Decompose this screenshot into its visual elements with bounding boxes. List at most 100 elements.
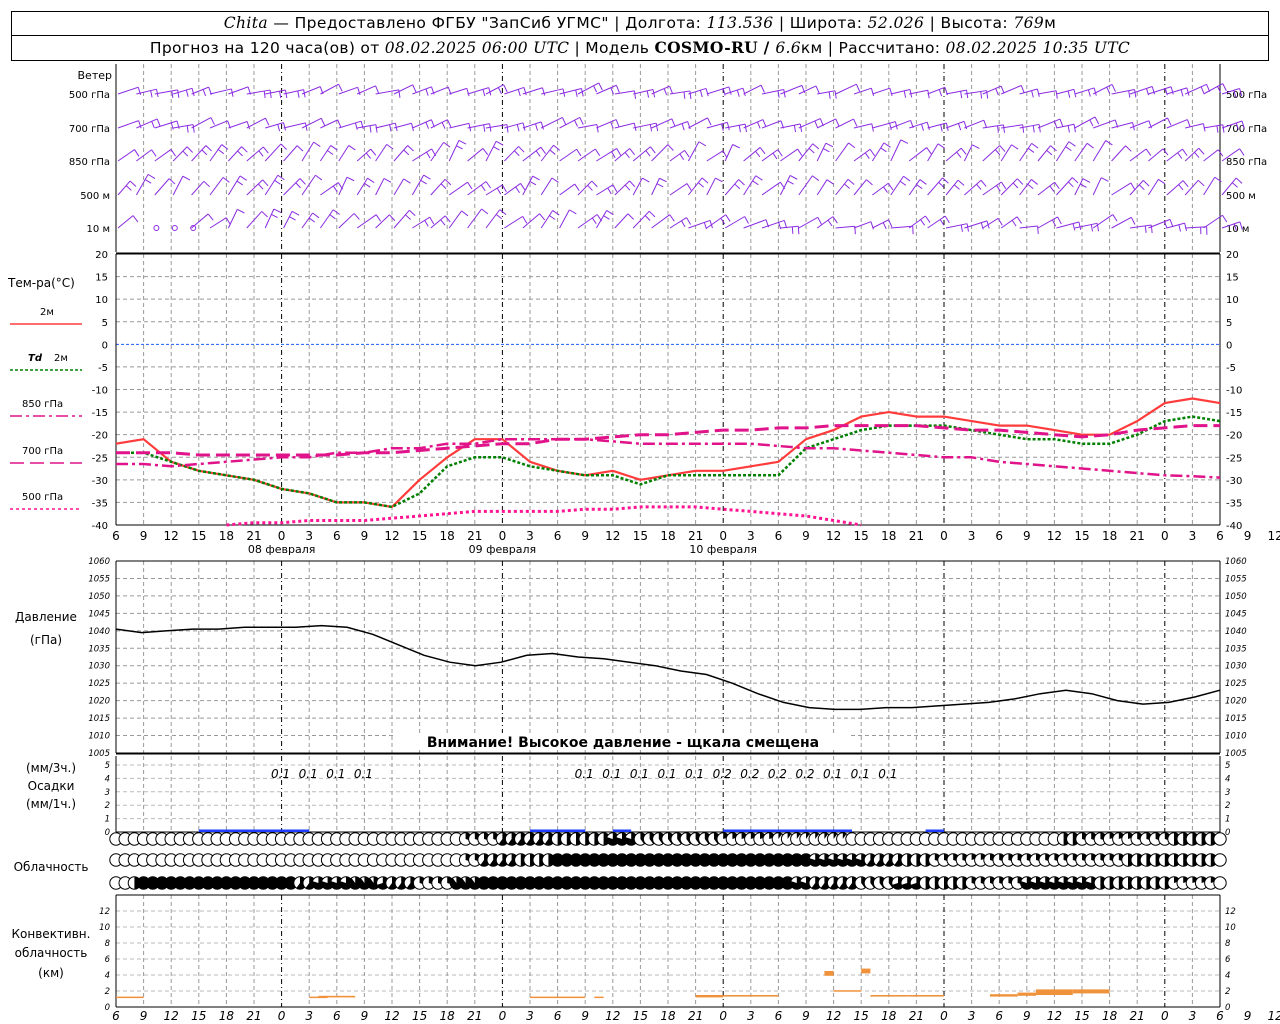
wind-flag <box>271 214 278 219</box>
conv-tick-right: 10 <box>1225 923 1236 933</box>
wind-barb <box>1019 123 1040 129</box>
wind-flag <box>669 86 674 94</box>
wind-flag <box>1032 125 1035 133</box>
wind-flag <box>732 144 741 149</box>
wind-barb <box>1037 145 1051 162</box>
wind-flag <box>594 148 601 156</box>
wind-flag <box>1016 178 1024 185</box>
wind-flag <box>999 145 1006 152</box>
wind-barb <box>1037 216 1058 229</box>
wind-flag <box>1027 183 1034 189</box>
calm-circle <box>171 225 178 231</box>
wind-flag <box>1071 177 1079 184</box>
wind-barb <box>1166 222 1185 229</box>
wind-flag <box>603 215 610 220</box>
wind-flag <box>656 183 664 188</box>
wind-flag <box>456 145 463 150</box>
cloud-fill <box>698 853 711 867</box>
wind-flag <box>1231 182 1238 188</box>
wind-flag <box>182 175 191 181</box>
wind-barb <box>504 183 521 196</box>
x-tick-label: 9 <box>1244 529 1252 543</box>
cloud-fill <box>1075 876 1089 890</box>
wind-barb <box>154 178 170 196</box>
wind-flag <box>939 219 945 226</box>
wind-barb <box>283 178 301 196</box>
temp-tick-left: 20 <box>95 250 108 261</box>
precip-value: 0.1 <box>685 767 704 781</box>
wind-flag <box>994 149 1001 156</box>
wind-flag <box>1200 86 1205 94</box>
wind-barb <box>338 145 350 162</box>
cloud-fill <box>551 853 564 867</box>
wind-flag <box>759 147 766 155</box>
x-tick-label: 3 <box>1189 1009 1197 1023</box>
x-tick-label: 15 <box>854 529 869 543</box>
wind-flag <box>1222 214 1228 223</box>
wind-flag <box>241 146 248 153</box>
wind-barb <box>393 178 405 196</box>
wind-flag <box>715 177 723 183</box>
wind-barb <box>1203 176 1216 196</box>
wind-flag <box>726 122 730 131</box>
temp-tick-right: 5 <box>1226 318 1232 329</box>
wind-flag <box>201 149 208 156</box>
cloud-fill <box>717 876 730 890</box>
wind-flag <box>1067 90 1071 98</box>
wind-barb <box>743 119 764 129</box>
wind-barb <box>1037 90 1057 95</box>
conv-bar <box>695 995 724 998</box>
wind-flag <box>539 213 546 221</box>
wind-flag <box>1145 148 1152 156</box>
cloud-fill <box>680 876 693 890</box>
wind-flag <box>649 124 653 132</box>
wind-flag <box>772 152 778 160</box>
cloud-fill <box>624 832 638 846</box>
station-name: Chita <box>223 14 269 32</box>
pres-tick-right: 1060 <box>1225 557 1247 567</box>
wind-flag <box>375 85 380 94</box>
wind-flag <box>236 180 244 186</box>
cloud-fill <box>367 876 380 890</box>
wind-flag <box>958 123 962 131</box>
wind-flag <box>684 150 690 158</box>
temp-tick-right: -25 <box>1226 453 1242 464</box>
wind-barb <box>595 210 608 229</box>
wind-flag <box>327 150 334 155</box>
pres-tick-right: 1040 <box>1225 627 1247 637</box>
wind-barb <box>412 216 431 229</box>
temperature-panel: -40 -40 -35 -35 -30 -30 -25 -25 -20 -20 -15 -15 -10 -… <box>92 250 1280 556</box>
wind-barb <box>964 90 987 95</box>
precip-bar <box>925 829 944 832</box>
wind-barb <box>853 87 872 95</box>
wind-flag <box>1198 147 1205 155</box>
wind-barb <box>1093 119 1116 129</box>
temp-tick-right: -15 <box>1226 408 1242 419</box>
wind-barb <box>798 143 814 162</box>
wind-barb <box>504 86 525 95</box>
wind-flag <box>561 117 567 125</box>
wind-flag <box>1080 183 1087 188</box>
wind-barb <box>559 88 582 95</box>
wind-flag <box>742 88 746 97</box>
wind-barb <box>265 122 284 129</box>
x-tick-label: 15 <box>1074 529 1089 543</box>
wind-flag <box>517 89 521 97</box>
pressure-line <box>115 624 1221 711</box>
temp-tick-left: -10 <box>92 386 108 397</box>
x-tick-label: 6 <box>995 529 1003 543</box>
wind-barb <box>872 121 896 129</box>
wind-barb <box>688 117 708 129</box>
wind-flag <box>611 151 616 158</box>
cloud-fill <box>892 876 905 890</box>
resolution-unit: км <box>800 39 823 57</box>
wind-flag <box>642 177 650 183</box>
series-3 <box>116 424 1220 457</box>
wind-flag <box>797 148 803 157</box>
wind-barb <box>908 215 926 229</box>
wind-flag <box>299 178 306 185</box>
wind-barb <box>577 214 598 229</box>
wind-flag <box>1000 85 1005 94</box>
wind-barb <box>319 145 332 162</box>
temp-tick-right: -35 <box>1226 498 1242 509</box>
